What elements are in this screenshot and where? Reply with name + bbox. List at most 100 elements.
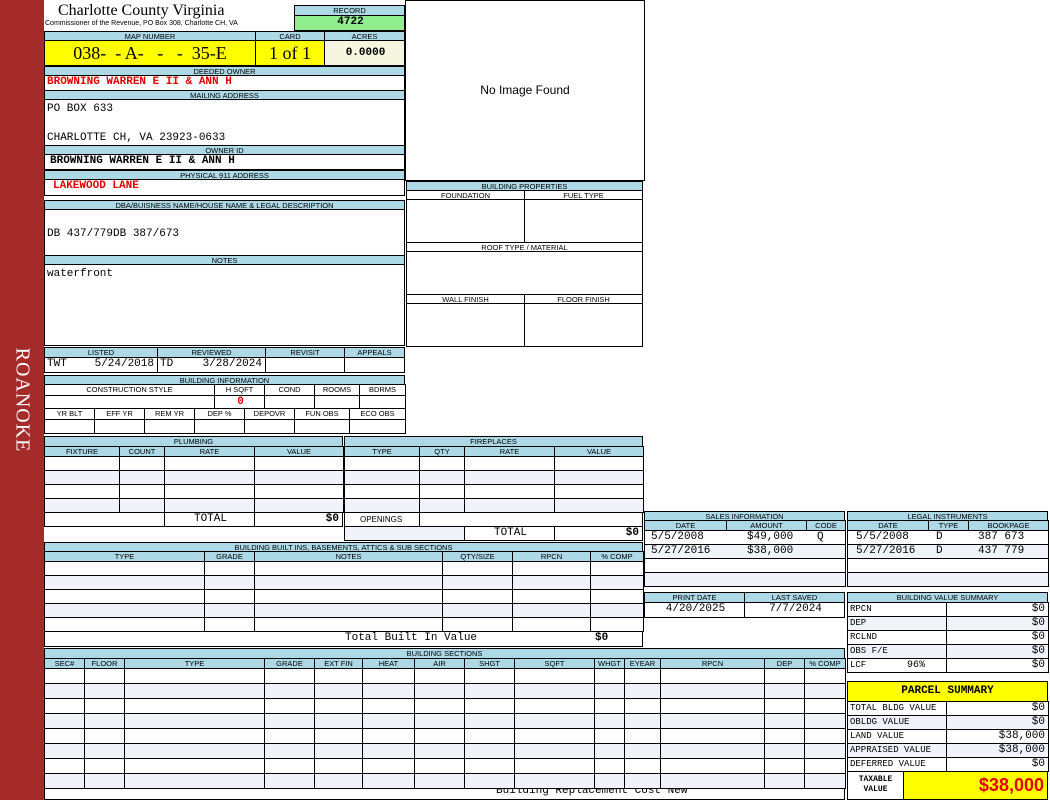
bi1-cell (359, 395, 406, 409)
section-cell (314, 743, 363, 759)
plumbing-total-label: TOTAL (164, 512, 255, 527)
instrument-bookpage: 387 673 (978, 531, 1025, 543)
bi2-cell (294, 419, 350, 434)
section-cell (362, 773, 415, 789)
section-cell (124, 758, 265, 774)
bi2-cell (194, 419, 245, 434)
section-cell (624, 728, 661, 744)
bvs-value: $0 (946, 658, 1049, 673)
section-cell (264, 683, 315, 699)
physical-address: LAKEWOOD LANE (44, 179, 405, 196)
fireplace-cell (464, 498, 555, 513)
sidebar: ROANOKE (0, 0, 44, 800)
sales-row (644, 558, 846, 573)
built-in-cell (442, 603, 513, 618)
summary-value: $0 (946, 757, 1049, 772)
hsqft-value: 0 (214, 395, 265, 409)
section-cell (362, 743, 415, 759)
instrument-row (847, 572, 1049, 587)
section-cell (314, 728, 363, 744)
section-cell (594, 683, 625, 699)
section-cell (44, 668, 85, 684)
section-cell (764, 728, 805, 744)
section-cell (764, 758, 805, 774)
summary-label: OBLDG VALUE (847, 715, 947, 730)
summary-value: $0 (946, 701, 1049, 716)
section-cell (124, 683, 265, 699)
summary-label: LAND VALUE (847, 729, 947, 744)
fireplace-cell (419, 498, 465, 513)
instrument-type: D (936, 545, 943, 557)
section-cell (660, 683, 765, 699)
section-cell (514, 683, 595, 699)
section-cell (764, 773, 805, 789)
section-cell (804, 698, 846, 714)
section-cell (414, 758, 465, 774)
fireplace-cell (554, 484, 644, 499)
plumbing-cell (44, 470, 120, 485)
plumbing-cell (44, 456, 120, 471)
plumbing-total: $0 (254, 512, 343, 527)
deeded-owner: BROWNING WARREN E II & ANN H (44, 75, 405, 91)
fireplace-total-label: TOTAL (464, 526, 555, 541)
lcf-percent: 96% (907, 660, 926, 671)
fireplace-cell (419, 484, 465, 499)
sales-code: Q (817, 531, 824, 543)
plumbing-cell (44, 498, 120, 513)
built-in-cell (254, 589, 443, 604)
instrument-date: 5/5/2008 (856, 531, 909, 543)
bi1-cell (264, 395, 315, 409)
plumbing-cell (119, 456, 165, 471)
bvs-label: OBS F/E (847, 644, 947, 659)
district-label: ROANOKE (11, 347, 34, 453)
built-in-cell (44, 589, 205, 604)
openings-value (419, 512, 643, 527)
section-cell (464, 713, 515, 729)
instrument-type: D (936, 531, 943, 543)
taxable-value-label: TAXABLE VALUE (847, 771, 904, 800)
plumbing-cell (44, 484, 120, 499)
fireplace-cell (344, 470, 420, 485)
section-cell (84, 698, 125, 714)
section-cell (84, 683, 125, 699)
bi2-cell (44, 419, 95, 434)
plumbing-cell (119, 498, 165, 513)
record-number: 4722 (294, 15, 405, 31)
section-cell (594, 743, 625, 759)
plumbing-cell (119, 484, 165, 499)
section-cell (764, 713, 805, 729)
section-cell (124, 773, 265, 789)
built-in-cell (590, 603, 644, 618)
instrument-row: 5/27/2016 D 437 779 (847, 544, 1049, 559)
card-number: 1 of 1 (255, 40, 325, 66)
section-cell (414, 683, 465, 699)
summary-value: $38,000 (946, 729, 1049, 744)
floor-finish-value (524, 303, 643, 347)
section-cell (464, 683, 515, 699)
section-cell (84, 758, 125, 774)
section-cell (624, 713, 661, 729)
section-cell (44, 698, 85, 714)
bi2-cell (144, 419, 195, 434)
section-cell (464, 698, 515, 714)
section-cell (362, 698, 415, 714)
sales-row (644, 572, 846, 587)
section-cell (44, 758, 85, 774)
foundation-value (406, 199, 525, 243)
section-cell (594, 758, 625, 774)
section-cell (314, 698, 363, 714)
bi1-cell (314, 395, 360, 409)
roof-type-value (406, 251, 643, 295)
mailing-address: PO BOX 633 CHARLOTTE CH, VA 23923-0633 (44, 99, 405, 146)
section-cell (362, 758, 415, 774)
bvs-value: $0 (946, 616, 1049, 631)
built-in-cell (512, 561, 591, 576)
section-cell (594, 668, 625, 684)
bi2-cell (94, 419, 145, 434)
section-cell (660, 668, 765, 684)
section-cell (314, 668, 363, 684)
section-cell (314, 773, 363, 789)
map-number: 038- - A- - - 35-E (44, 40, 256, 66)
summary-label: TOTAL BLDG VALUE (847, 701, 947, 716)
plumbing-cell (164, 470, 255, 485)
